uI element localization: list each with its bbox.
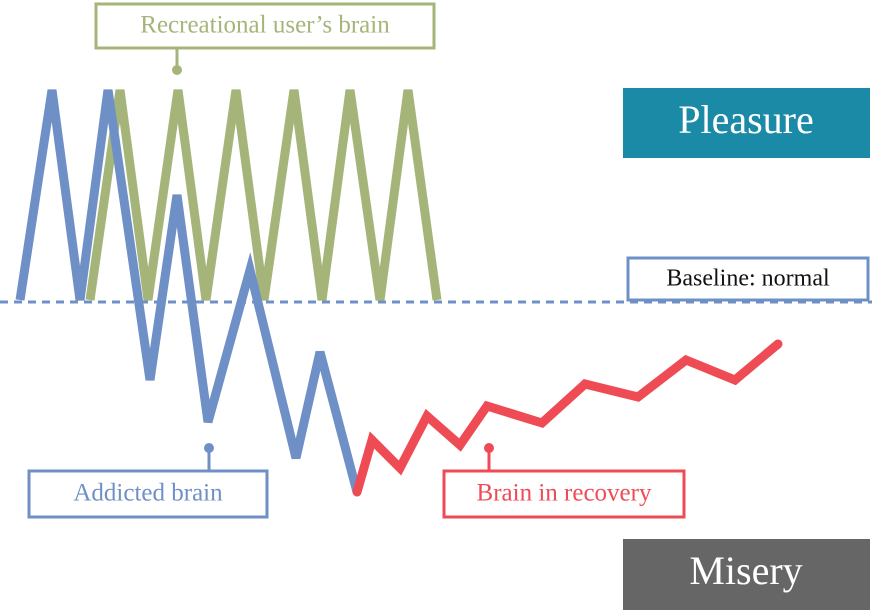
recovery-label: Brain in recovery (477, 480, 652, 507)
pleasure-label: Pleasure (678, 97, 814, 142)
misery-box (623, 539, 870, 610)
pleasure-box (623, 88, 870, 158)
baseline-box (626, 256, 870, 302)
addicted-box (27, 469, 269, 519)
recreational-line (85, 89, 442, 301)
connector-dot (172, 65, 182, 75)
addicted-label: Addicted brain (73, 480, 223, 507)
recreational-box (94, 2, 436, 50)
baseline-label: Baseline: normal (666, 266, 830, 292)
recovery-box (442, 469, 686, 519)
recreational-label: Recreational user’s brain (140, 12, 390, 39)
misery-label: Misery (689, 548, 802, 593)
recovery-line (352, 339, 783, 497)
addicted-line (15, 89, 362, 494)
connector-dot (484, 443, 494, 453)
connector-dot (204, 443, 214, 453)
